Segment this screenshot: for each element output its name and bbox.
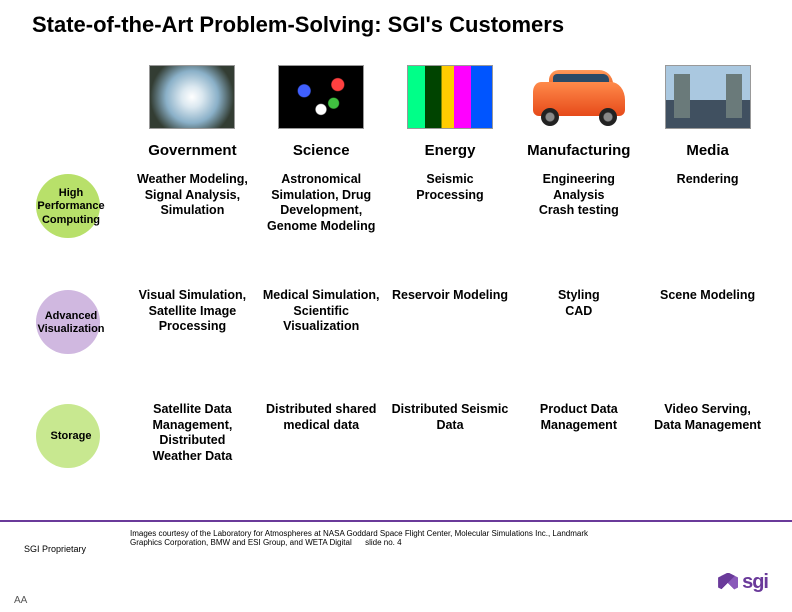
row-label: HighPerformanceComputing [37, 187, 104, 227]
column-headers: Government Science Energy Manufacturing … [128, 142, 772, 159]
science-image [278, 65, 364, 129]
col-header: Government [128, 142, 257, 159]
col-header: Science [257, 142, 386, 159]
table-cell: Distributed shared medical data [257, 402, 386, 465]
table-cell: Scene Modeling [643, 288, 772, 335]
table-cell: Distributed Seismic Data [386, 402, 515, 465]
table-cell: StylingCAD [514, 288, 643, 335]
manufacturing-image [527, 68, 631, 126]
energy-image [407, 65, 493, 129]
table-cell: Video Serving, Data Management [643, 402, 772, 465]
table-cell: Satellite Data Management, Distributed W… [128, 402, 257, 465]
government-image [149, 65, 235, 129]
aa-label: AA [14, 595, 27, 606]
data-row: AdvancedVisualization Visual Simulation, … [14, 288, 772, 358]
table-cell: Visual Simulation, Satellite Image Proce… [128, 288, 257, 335]
table-cell: Reservoir Modeling [386, 288, 515, 335]
media-image [665, 65, 751, 129]
sgi-logo-icon [718, 573, 738, 593]
image-credits: Images courtesy of the Laboratory for At… [130, 530, 630, 548]
sgi-logo-text: sgi [742, 571, 768, 594]
col-header: Media [643, 142, 772, 159]
table-cell: Astronomical Simulation, Drug Developmen… [257, 172, 386, 235]
table-cell: Seismic Processing [386, 172, 515, 235]
data-row: HighPerformanceComputing Weather Modeling… [14, 172, 772, 242]
sgi-proprietary-label: SGI Proprietary [24, 544, 86, 554]
col-header: Energy [386, 142, 515, 159]
slide-title: State-of-the-Art Problem-Solving: SGI's … [32, 12, 564, 38]
col-header: Manufacturing [514, 142, 643, 159]
table-cell: Engineering AnalysisCrash testing [514, 172, 643, 235]
data-row: Storage Satellite Data Management, Distri… [14, 402, 772, 472]
table-cell: Rendering [643, 172, 772, 235]
table-cell: Weather Modeling, Signal Analysis, Simul… [128, 172, 257, 235]
accent-line [0, 520, 792, 522]
row-label: AdvancedVisualization [37, 310, 104, 336]
row-label: Storage [51, 430, 92, 443]
table-cell: Product Data Management [514, 402, 643, 465]
sgi-logo: sgi [718, 571, 768, 594]
image-strip [128, 58, 772, 136]
table-cell: Medical Simulation, Scientific Visualiza… [257, 288, 386, 335]
